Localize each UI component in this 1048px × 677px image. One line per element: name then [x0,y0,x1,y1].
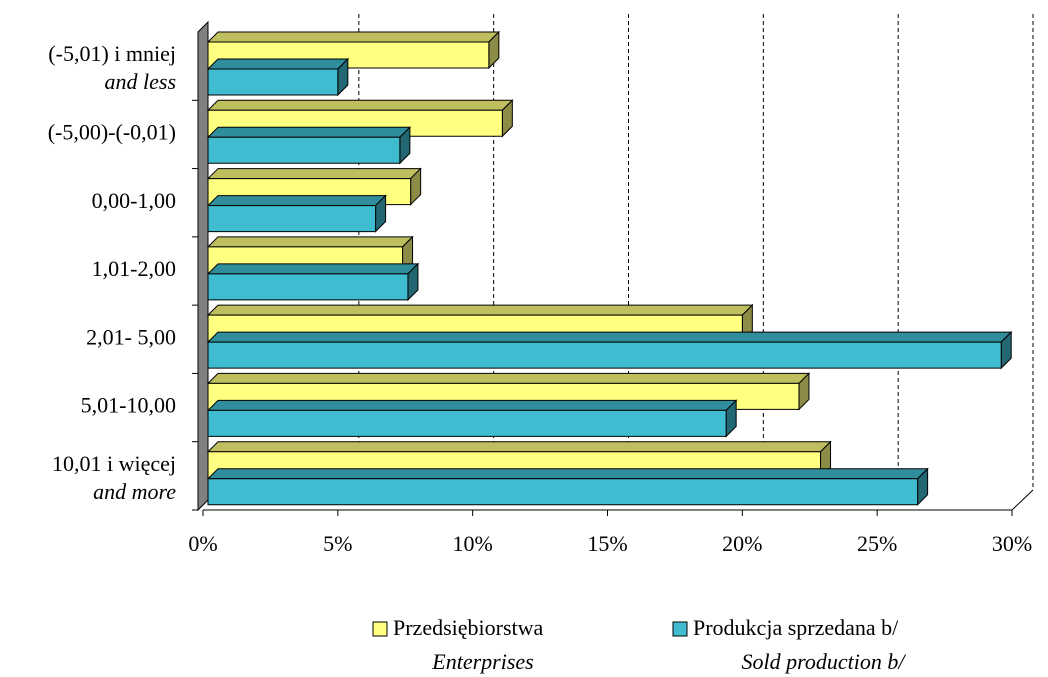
legend-label: Przedsiębiorstwa [393,615,544,640]
bar-face [206,263,420,275]
y-tick-label: and less [105,69,177,94]
y-tick-label: 10,01 i więcej [52,451,176,476]
bar-face [207,409,727,437]
x-tick-label: 15% [587,531,627,556]
bar-face [206,399,738,411]
y-tick-label: 1,01-2,00 [92,256,176,281]
y-tick-label: 0,00-1,00 [92,188,176,213]
bar [206,399,738,438]
bar-face [207,136,401,164]
bar-face [206,31,501,43]
bar-face [206,441,832,453]
bar-face [207,273,409,301]
y-tick-label: and more [93,479,176,504]
bar [206,330,1013,370]
x-tick-label: 10% [453,531,493,556]
bar [206,126,412,165]
legend-label: Produkcja sprzedana b/ [693,615,899,640]
x-tick-label: 25% [857,531,897,556]
y-tick-label: (-5,01) i mniej [48,41,176,66]
bar-face [207,341,1002,369]
legend-swatch [672,621,688,637]
bar-face [206,331,1013,343]
legend-label: Sold production b/ [742,649,907,674]
bar-face [206,236,414,248]
bar [206,262,420,302]
bar-face [206,372,811,384]
bar-face [207,68,339,96]
x-tick-label: 20% [722,531,762,556]
x-tick-label: 30% [992,531,1032,556]
left-wall [197,20,209,512]
bar-face [206,168,422,180]
bar-face [206,58,350,70]
bar [206,467,929,506]
x-tick-label: 5% [323,531,352,556]
y-tick-label: 2,01- 5,00 [86,324,176,349]
floor-edge [1011,489,1034,511]
x-tick-label: 0% [188,531,217,556]
bar-face [207,205,377,233]
legend-label: Enterprises [431,649,533,674]
bar-face [206,304,754,316]
y-tick-label: (-5,00)-(-0,01) [48,119,176,144]
bar-face [206,195,387,207]
bar [206,194,387,233]
bar-face [206,126,412,138]
legend-swatch [372,621,388,637]
bar [206,57,350,97]
bar-face [206,99,514,111]
bar-face [207,478,919,506]
bar-face [206,468,929,480]
y-tick-label: 5,01-10,00 [81,393,176,418]
